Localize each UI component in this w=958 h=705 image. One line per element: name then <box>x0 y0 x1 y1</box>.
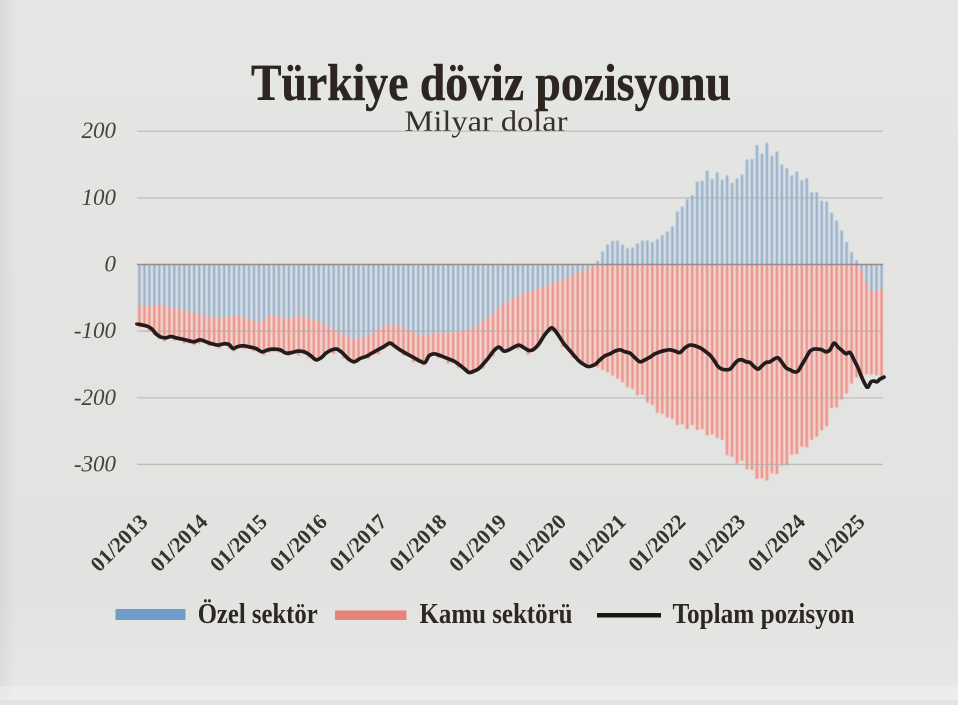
svg-text:-300: -300 <box>74 451 117 476</box>
svg-text:200: 200 <box>82 118 117 143</box>
svg-text:-200: -200 <box>74 385 117 410</box>
svg-text:-100: -100 <box>74 318 117 343</box>
svg-text:100: 100 <box>82 185 117 210</box>
svg-text:Türkiye döviz pozisyonu: Türkiye döviz pozisyonu <box>251 55 731 112</box>
svg-text:0: 0 <box>105 252 117 277</box>
svg-text:Toplam pozisyon: Toplam pozisyon <box>673 598 855 630</box>
svg-text:Özel sektör: Özel sektör <box>198 598 318 630</box>
svg-text:Kamu sektörü: Kamu sektörü <box>420 598 573 630</box>
svg-text:Milyar dolar: Milyar dolar <box>405 105 568 138</box>
